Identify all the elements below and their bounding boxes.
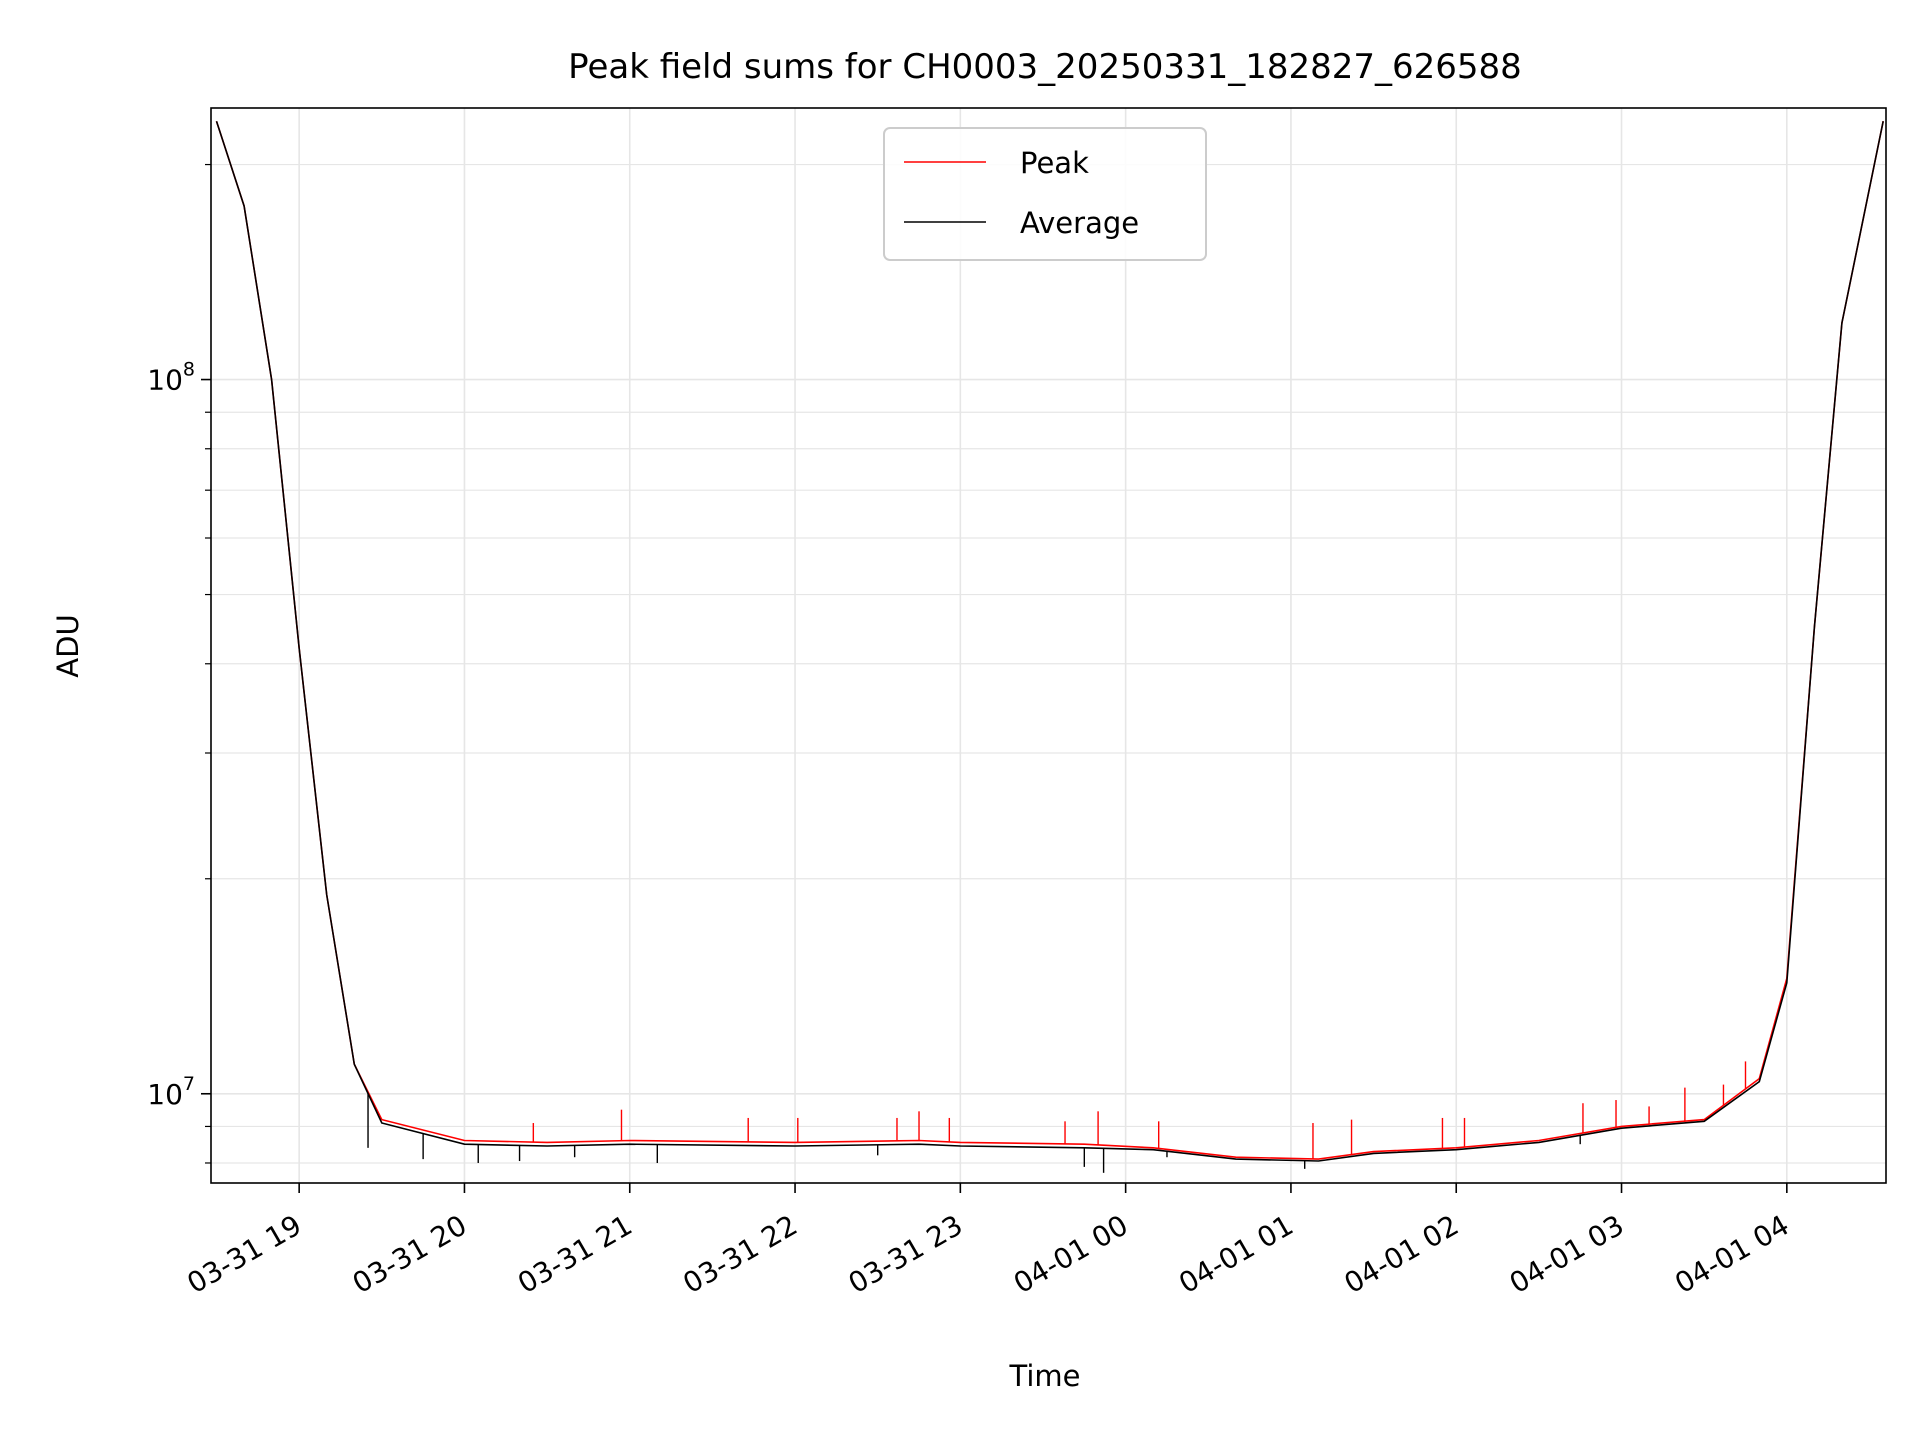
- y-axis-label: ADU: [51, 614, 85, 677]
- plot-lines: [215, 120, 1884, 1173]
- y-axis: 107 108: [147, 163, 211, 1164]
- grid-lines: [211, 108, 1886, 1183]
- x-axis-label: Time: [1009, 1359, 1081, 1393]
- legend-peak-label: Peak: [1020, 146, 1089, 180]
- y-tick-label: 108: [147, 359, 195, 397]
- y-tick-label: 107: [147, 1073, 195, 1111]
- plot-frame: [210, 107, 1887, 1184]
- legend-box: [883, 127, 1207, 261]
- chart-title: Peak field sums for CH0003_20250331_1828…: [568, 47, 1522, 87]
- legend: Peak Average: [883, 127, 1207, 261]
- series-line-average: [215, 120, 1884, 1162]
- legend-average-label: Average: [1020, 206, 1139, 240]
